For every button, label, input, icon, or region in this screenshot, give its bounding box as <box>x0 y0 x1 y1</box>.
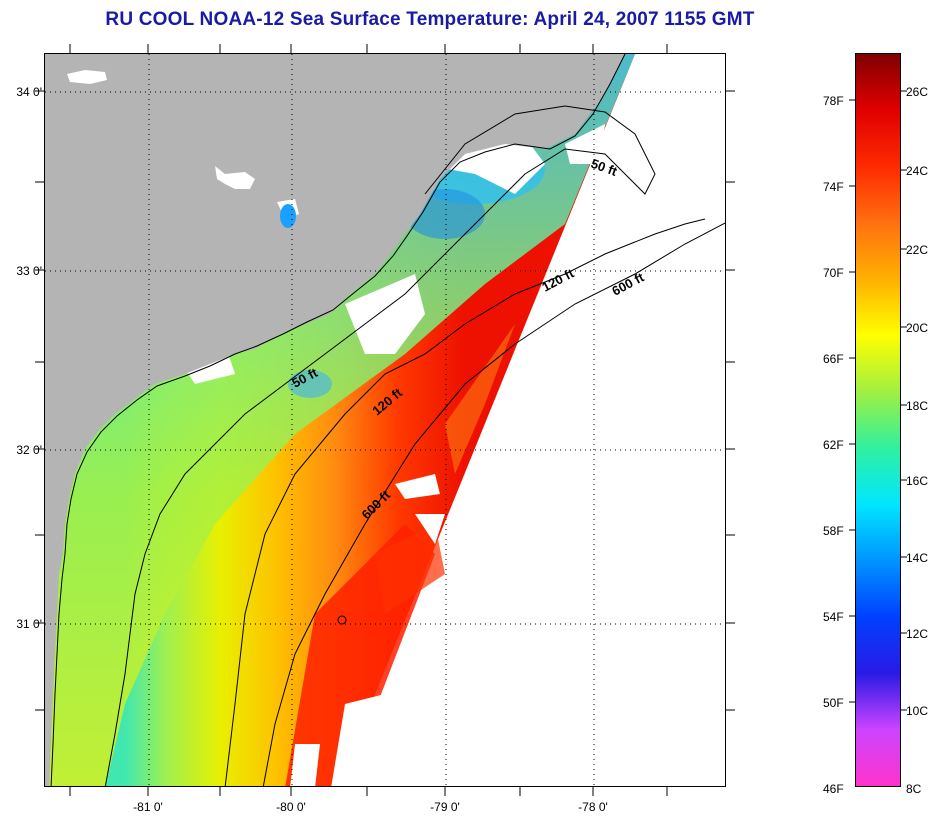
lon-label-78: -78 0' <box>578 800 608 814</box>
cb-f-50: 50F <box>823 696 844 710</box>
cb-f-58: 58F <box>823 524 844 538</box>
cb-c-12: 12C <box>906 627 928 641</box>
cb-f-62: 62F <box>823 438 844 452</box>
colorbar-gradient <box>856 54 900 786</box>
isobath-50ft <box>104 105 656 786</box>
cb-f-78: 78F <box>823 94 844 108</box>
cold-patch-mid <box>288 370 332 398</box>
cb-f-74: 74F <box>823 180 844 194</box>
colorbar <box>855 53 901 787</box>
coastline <box>50 54 626 786</box>
sst-map-canvas: 50 ft 120 ft 600 ft 50 ft 120 ft 600 ft <box>45 54 725 786</box>
warm-tongue <box>445 324 515 474</box>
cb-c-22: 22C <box>906 243 928 257</box>
cb-c-10: 10C <box>906 704 928 718</box>
lon-label-80: -80 0' <box>276 800 306 814</box>
cb-f-66: 66F <box>823 352 844 366</box>
cb-f-46: 46F <box>823 782 844 796</box>
cb-c-16: 16C <box>906 474 928 488</box>
lat-label-34: 34 0' <box>16 85 42 99</box>
sst-nearshore-band <box>45 54 635 786</box>
cb-c-8: 8C <box>906 782 922 796</box>
warm-core-2 <box>375 524 445 614</box>
chart-title: RU COOL NOAA-12 Sea Surface Temperature:… <box>105 9 755 30</box>
cb-f-54: 54F <box>823 610 844 624</box>
isobath-600ft <box>262 222 725 786</box>
cb-c-24: 24C <box>906 164 928 178</box>
land-mass <box>45 54 625 786</box>
cb-c-14: 14C <box>906 551 928 565</box>
sst-map: 50 ft 120 ft 600 ft 50 ft 120 ft 600 ft <box>44 53 726 787</box>
cb-f-70: 70F <box>823 266 844 280</box>
cb-c-26: 26C <box>906 85 928 99</box>
lat-label-31: 31 0' <box>16 617 42 631</box>
graticule <box>45 54 725 786</box>
cb-c-20: 20C <box>906 321 928 335</box>
lat-label-33: 33 0' <box>16 264 42 278</box>
station-marker <box>337 615 347 625</box>
isobath-120ft <box>224 218 706 786</box>
lon-label-81: -81 0' <box>133 800 163 814</box>
lat-label-32: 32 0' <box>16 443 42 457</box>
cb-c-18: 18C <box>906 399 928 413</box>
lon-label-79: -79 0' <box>430 800 460 814</box>
